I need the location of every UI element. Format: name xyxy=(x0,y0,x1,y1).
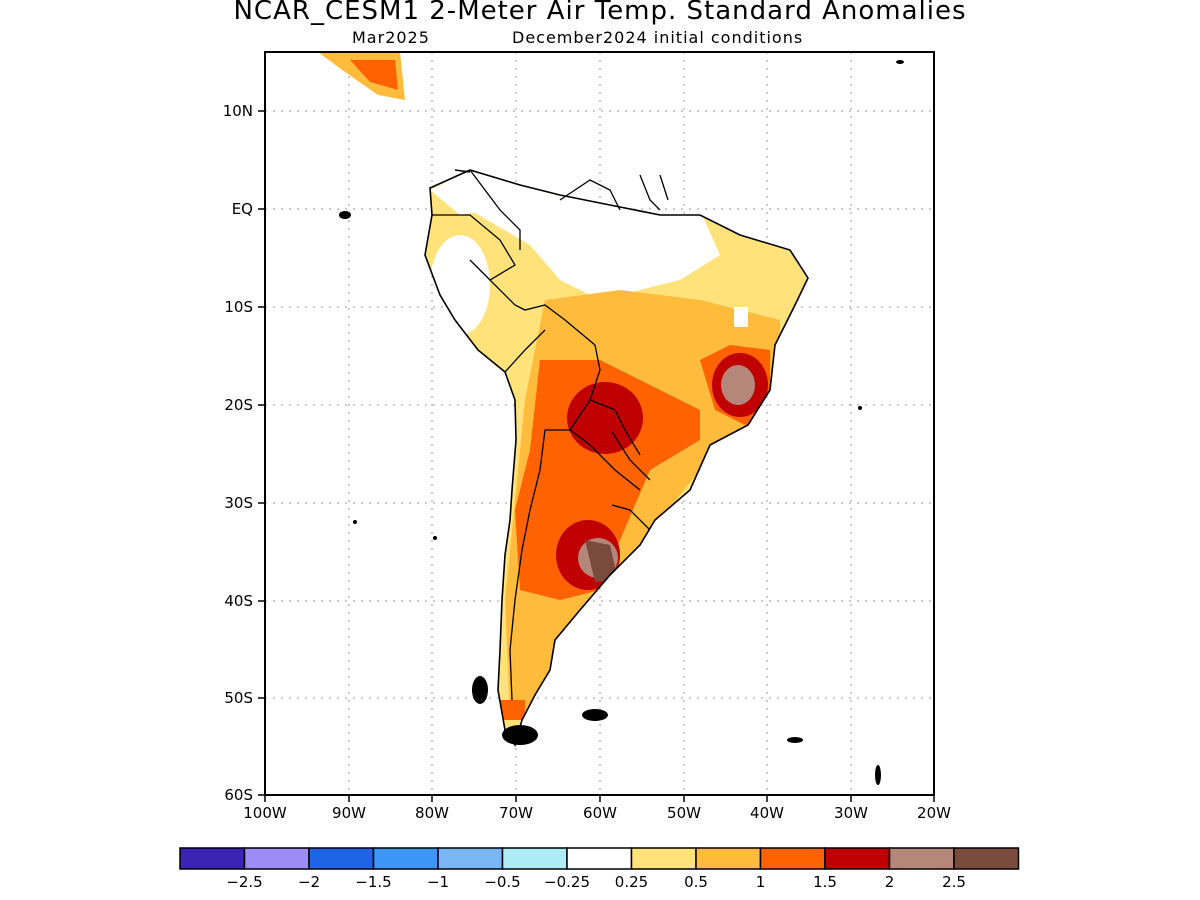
central-america-warm-patch xyxy=(350,60,398,90)
lon-tick-label: 80W xyxy=(415,804,449,822)
lon-tick-label: 60W xyxy=(583,804,617,822)
lat-tick-label: 50S xyxy=(224,689,253,707)
map-frame xyxy=(264,51,935,796)
islands xyxy=(339,60,904,785)
colorbar-legend: −2.5 −2 −1.5 −1 −0.5 −0.25 0.25 0.5 1 1.5 2 2.5 xyxy=(179,847,1020,891)
colorbar-swatch xyxy=(501,847,568,870)
colorbar-label: 2.5 xyxy=(942,873,966,891)
colorbar-label: 2 xyxy=(885,873,895,891)
colorbar-swatch xyxy=(179,847,246,870)
colorbar-label: −0.5 xyxy=(484,873,520,891)
colorbar-swatch xyxy=(566,847,633,870)
lon-tick-label: 40W xyxy=(750,804,784,822)
valid-month: Mar2025 xyxy=(352,28,430,47)
colorbar-label: −2 xyxy=(298,873,320,891)
colorbar-swatch xyxy=(953,847,1020,870)
colorbar-swatch xyxy=(243,847,310,870)
colorbar-label: −2.5 xyxy=(226,873,262,891)
colorbar-label: 0.25 xyxy=(615,873,648,891)
lon-tick-label: 100W xyxy=(243,804,287,822)
lon-tick-label: 30W xyxy=(834,804,868,822)
colorbar-swatch xyxy=(824,847,891,870)
colorbar-swatch xyxy=(630,847,697,870)
colorbar-label: 0.5 xyxy=(684,873,708,891)
lat-tick-label: 20S xyxy=(224,396,253,414)
colorbar-label: −1.5 xyxy=(355,873,391,891)
colorbar-label: −1 xyxy=(427,873,449,891)
lon-tick-label: 90W xyxy=(332,804,366,822)
lat-tick-label: 40S xyxy=(224,592,253,610)
lat-tick-label: EQ xyxy=(232,200,253,218)
init-conditions: December2024 initial conditions xyxy=(512,28,804,47)
colorbar-swatch xyxy=(695,847,762,870)
map-title: NCAR_CESM1 2-Meter Air Temp. Standard An… xyxy=(233,0,967,26)
lon-tick-label: 50W xyxy=(667,804,701,822)
colorbar-label: 1 xyxy=(756,873,766,891)
lat-tick-label: 60S xyxy=(224,786,253,804)
colorbar-label: 1.5 xyxy=(813,873,837,891)
lat-tick-label: 30S xyxy=(224,494,253,512)
colorbar-label: −0.25 xyxy=(544,873,590,891)
colorbar-swatch xyxy=(372,847,439,870)
colorbar-swatch xyxy=(308,847,375,870)
lat-tick-label: 10N xyxy=(223,102,253,120)
lat-tick-label: 10S xyxy=(224,298,253,316)
colorbar-swatch xyxy=(759,847,826,870)
colorbar-swatch xyxy=(888,847,955,870)
lon-tick-label: 20W xyxy=(917,804,951,822)
country-borders xyxy=(432,169,669,701)
colorbar-swatch xyxy=(437,847,504,870)
lon-tick-label: 70W xyxy=(499,804,533,822)
